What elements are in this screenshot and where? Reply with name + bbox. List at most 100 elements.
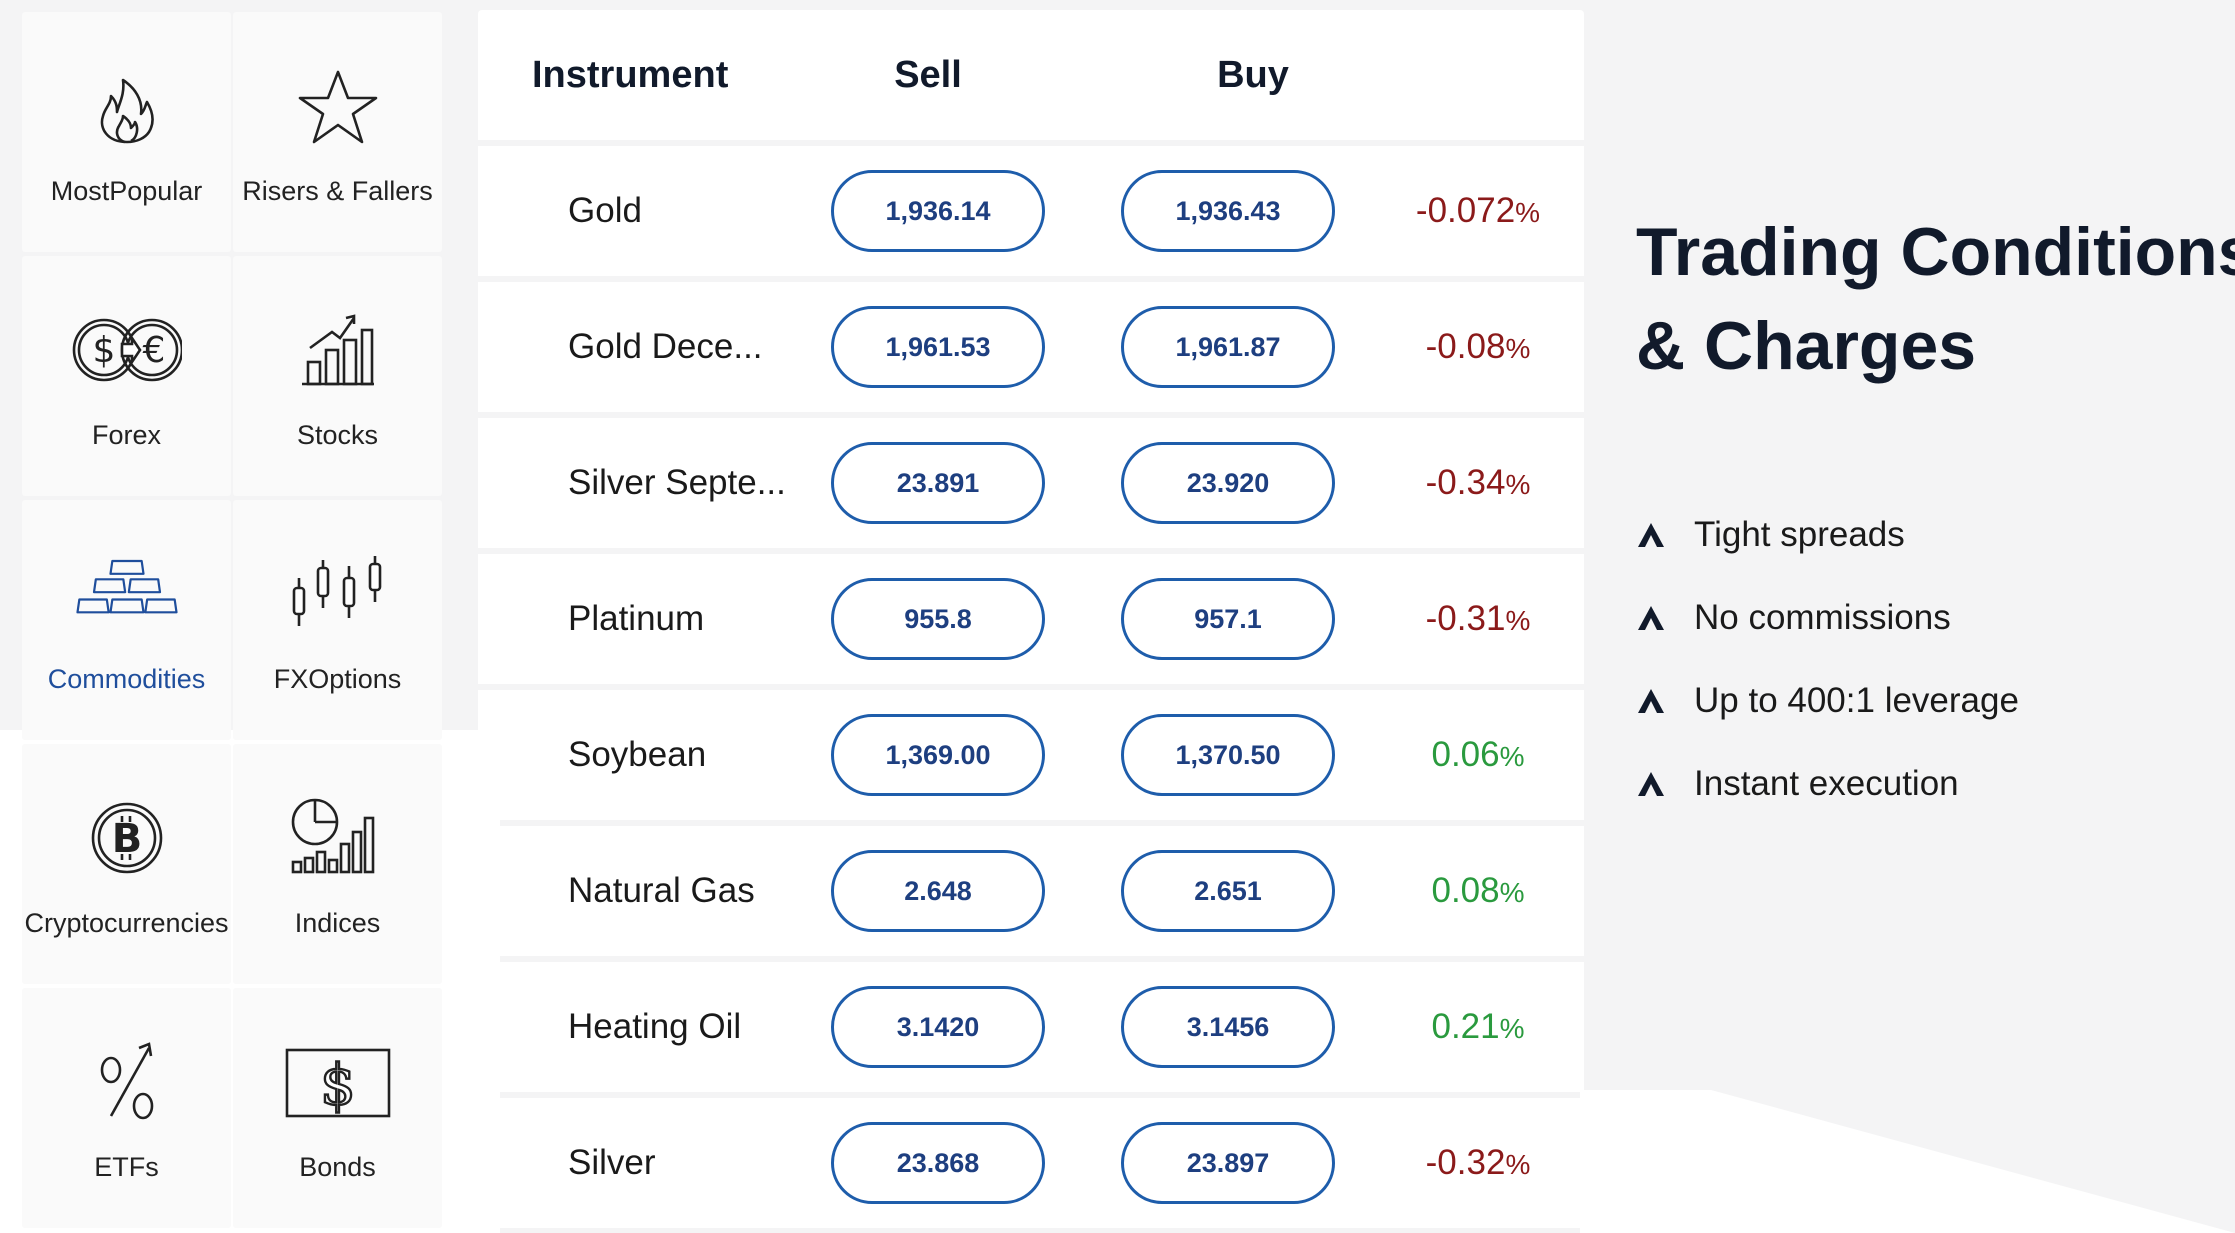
percent-arrow-icon	[72, 1036, 182, 1128]
category-label: Commodities	[47, 664, 206, 694]
buy-price-button[interactable]: 2.651	[1121, 850, 1335, 932]
condition-label: No commissions	[1694, 597, 1951, 637]
category-label: Indices	[294, 908, 381, 938]
category-label: Risers & Fallers	[242, 176, 433, 206]
category-tile-cryptocurrencies[interactable]: B Cryptocurrencies	[22, 744, 231, 984]
percent-sign: %	[1499, 877, 1525, 908]
category-tile-forex[interactable]: $ € Forex	[22, 256, 231, 496]
percent-sign: %	[1505, 1149, 1531, 1180]
category-label: ETFs	[94, 1152, 159, 1182]
price-change: -0.08%	[1408, 327, 1548, 367]
price-change-value: 0.06	[1431, 735, 1500, 774]
category-tile-etfs[interactable]: ETFs	[22, 988, 231, 1228]
buy-price-button[interactable]: 23.920	[1121, 442, 1335, 524]
buy-price-button[interactable]: 3.1456	[1121, 986, 1335, 1068]
buy-price-button[interactable]: 1,961.87	[1121, 306, 1335, 388]
condition-label: Up to 400:1 leverage	[1694, 680, 2019, 720]
category-tile-commodities[interactable]: Commodities	[22, 500, 231, 740]
dollar-euro-exchange-icon: $ €	[72, 304, 182, 396]
svg-text:B: B	[111, 816, 142, 862]
percent-sign: %	[1505, 605, 1531, 636]
buy-price-button[interactable]: 23.897	[1121, 1122, 1335, 1204]
price-change-value: -0.34	[1425, 463, 1506, 502]
sell-price-button[interactable]: 955.8	[831, 578, 1045, 660]
table-row: Heating Oil 3.1420 3.1456 0.21%	[478, 962, 1584, 1092]
fire-icon	[72, 60, 182, 152]
caret-up-icon	[1638, 771, 1664, 796]
category-tile-risers-fallers[interactable]: Risers & Fallers	[233, 12, 442, 252]
instrument-name: Gold Dece...	[568, 327, 763, 366]
instrument-name: Heating Oil	[568, 1007, 742, 1046]
sell-price-button[interactable]: 1,369.00	[831, 714, 1045, 796]
category-tile-most-popular[interactable]: MostPopular	[22, 12, 231, 252]
conditions-list: Tight spreads No commissions Up to 400:1…	[1636, 493, 2235, 825]
svg-text:€: €	[142, 330, 165, 371]
column-header-buy: Buy	[1217, 53, 1289, 96]
candlestick-icon	[283, 548, 393, 640]
instrument-name: Silver	[568, 1143, 656, 1182]
category-grid: MostPopular Risers & Fallers $ € Forex	[22, 12, 442, 1228]
price-change: 0.21%	[1408, 1007, 1548, 1047]
price-change-value: -0.32	[1425, 1143, 1506, 1182]
svg-text:$: $	[92, 330, 115, 371]
category-label: Stocks	[296, 420, 379, 450]
price-change: -0.072%	[1408, 191, 1548, 231]
trading-conditions-title: Trading Conditions & Charges	[1636, 205, 2235, 393]
instrument-name: Soybean	[568, 735, 707, 774]
bitcoin-icon: B	[72, 792, 182, 884]
price-change-value: -0.31	[1425, 599, 1506, 638]
category-label: MostPopular	[50, 176, 203, 206]
sell-price-button[interactable]: 2.648	[831, 850, 1045, 932]
table-body: Gold 1,936.14 1,936.43 -0.072% Gold Dece... 1…	[478, 146, 1584, 1228]
buy-price-button[interactable]: 1,370.50	[1121, 714, 1335, 796]
bar-chart-arrow-icon	[283, 304, 393, 396]
price-change: -0.34%	[1408, 463, 1548, 503]
title-line-1: Trading Conditions	[1636, 214, 2235, 290]
percent-sign: %	[1505, 469, 1531, 500]
price-change-value: -0.072	[1415, 191, 1516, 230]
instrument-name: Gold	[568, 191, 642, 230]
category-tile-stocks[interactable]: Stocks	[233, 256, 442, 496]
category-label: Cryptocurrencies	[24, 908, 229, 938]
caret-up-icon	[1638, 522, 1664, 547]
gold-bars-icon	[72, 548, 182, 640]
sell-price-button[interactable]: 23.891	[831, 442, 1045, 524]
pie-bars-icon	[283, 792, 393, 884]
sell-price-button[interactable]: 1,936.14	[831, 170, 1045, 252]
instrument-name: Platinum	[568, 599, 705, 638]
price-change: -0.32%	[1408, 1143, 1548, 1183]
price-change: -0.31%	[1408, 599, 1548, 639]
percent-sign: %	[1499, 741, 1525, 772]
column-header-sell: Sell	[894, 53, 962, 96]
category-tile-fxoptions[interactable]: FXOptions	[233, 500, 442, 740]
category-tile-indices[interactable]: Indices	[233, 744, 442, 984]
category-tile-bonds[interactable]: $ Bonds	[233, 988, 442, 1228]
condition-item: No commissions	[1636, 576, 2235, 659]
table-row: Silver 23.868 23.897 -0.32%	[478, 1098, 1584, 1228]
table-row: Natural Gas 2.648 2.651 0.08%	[478, 826, 1584, 956]
condition-item: Instant execution	[1636, 742, 2235, 825]
condition-label: Instant execution	[1694, 763, 1959, 803]
sell-price-button[interactable]: 23.868	[831, 1122, 1045, 1204]
sell-price-button[interactable]: 1,961.53	[831, 306, 1045, 388]
buy-price-button[interactable]: 957.1	[1121, 578, 1335, 660]
caret-up-icon	[1638, 688, 1664, 713]
instrument-table: Instrument Sell Buy Gold 1,936.14 1,936.43…	[478, 10, 1584, 1233]
title-line-2: & Charges	[1636, 308, 1977, 384]
condition-item: Tight spreads	[1636, 493, 2235, 576]
condition-item: Up to 400:1 leverage	[1636, 659, 2235, 742]
instrument-name: Natural Gas	[568, 871, 755, 910]
sell-price-button[interactable]: 3.1420	[831, 986, 1045, 1068]
table-row: Silver Septe... 23.891 23.920 -0.34%	[478, 418, 1584, 548]
condition-label: Tight spreads	[1694, 514, 1905, 554]
category-label: Bonds	[299, 1152, 376, 1182]
buy-price-button[interactable]: 1,936.43	[1121, 170, 1335, 252]
dollar-bill-icon: $	[283, 1036, 393, 1128]
percent-sign: %	[1505, 333, 1531, 364]
column-header-instrument: Instrument	[532, 53, 729, 96]
svg-text:$: $	[320, 1053, 356, 1118]
table-row: Soybean 1,369.00 1,370.50 0.06%	[478, 690, 1584, 820]
percent-sign: %	[1499, 1013, 1525, 1044]
table-row: Platinum 955.8 957.1 -0.31%	[478, 554, 1584, 684]
price-change-value: 0.21	[1431, 1007, 1500, 1046]
